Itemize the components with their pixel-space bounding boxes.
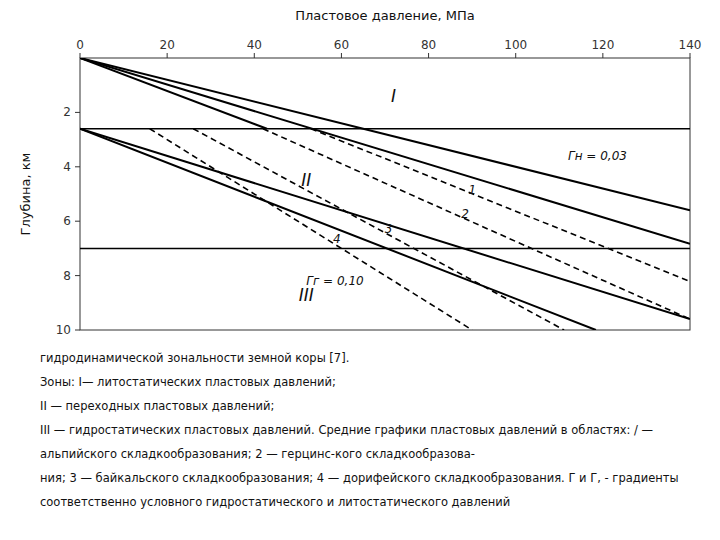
y-axis-label: Глубина, км [18,153,33,236]
y-tick [75,330,80,331]
caption-line: Зоны: I— литостатических пластовых давле… [40,375,336,389]
annotation: I [391,86,396,106]
caption-line: ния; 3 — байкальского складкообразования… [40,471,679,485]
y-tick-label: 10 [56,323,71,337]
caption-line: гидродинамической зональности земной кор… [40,351,349,365]
caption-line: альпийского складкообразования; 2 — герц… [40,447,475,461]
plot-frame [80,58,690,330]
caption-line: соответственно условного гидростатическо… [40,495,510,509]
y-axis: 2 4 6 8 10 [56,105,80,337]
x-tick-label: 140 [679,38,702,52]
x-tick-label: 80 [421,38,436,52]
x-tick [602,53,603,58]
annotations: IIIIIIГн = 0,03Гг = 0,10 [299,86,627,305]
x-tick-label: 60 [334,38,349,52]
annotation: Гг = 0,10 [306,274,364,288]
line-label: 3 [385,222,393,236]
y-tick-label: 2 [63,105,71,119]
y-tick-label: 6 [63,214,71,228]
line-labels: 12 3 4 [333,183,476,247]
caption: гидродинамической зональности земной кор… [40,351,679,509]
x-tick [254,53,255,58]
x-tick-label: 20 [160,38,175,52]
caption-line: II — переходных пластовых давлений; [40,399,274,413]
x-tick [515,53,516,58]
y-tick [75,275,80,276]
dashed-curve [193,129,564,330]
plot-area [80,58,690,330]
annotation: Гн = 0,03 [568,149,627,163]
zone-boundary [80,128,690,130]
line-label: 4 [333,232,341,246]
x-tick-label: 0 [76,38,84,52]
x-tick [80,53,81,58]
y-tick [75,112,80,113]
x-axis-label: Пластовое давление, МПа [295,8,475,23]
x-tick [167,53,168,58]
dashed-curve [150,129,472,330]
x-tick-label: 100 [504,38,527,52]
x-tick [690,53,691,58]
chart: 0 20 40 60 80 100 120 140 Пластовое давление, МП… [0,0,720,540]
annotation: II [301,170,311,190]
line-label: 1 [469,183,477,197]
solid-line [80,58,690,210]
x-tick-label: 40 [247,38,262,52]
solid-line [80,58,267,129]
y-tick-label: 4 [63,160,71,174]
x-tick-label: 120 [591,38,614,52]
caption-line: III — гидростатических пластовых давлени… [40,423,653,437]
dashed-curve [311,129,690,282]
line-label: 2 [461,207,469,221]
solid-line [80,58,690,244]
dashed-curve [263,129,690,319]
x-tick [428,53,429,58]
y-tick [75,166,80,167]
solid-line [80,129,596,330]
y-tick-label: 8 [63,269,71,283]
y-tick [75,221,80,222]
x-axis: 0 20 40 60 80 100 120 140 [76,38,701,58]
solid-line [80,129,690,319]
x-tick [341,53,342,58]
